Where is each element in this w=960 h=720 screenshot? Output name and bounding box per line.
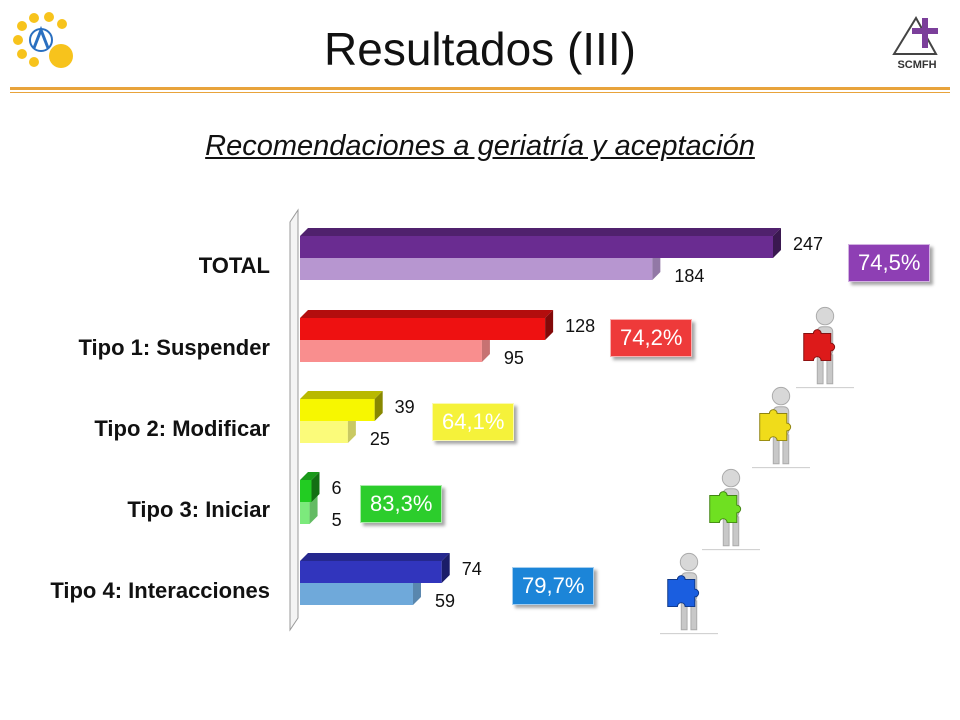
acceptance-percentage-badge: 83,3% <box>360 485 443 523</box>
category-label: Tipo 3: Iniciar <box>127 497 270 522</box>
page-title: Resultados (III) <box>324 23 636 75</box>
bar-series-1-top <box>300 391 383 399</box>
category-label: Tipo 1: Suspender <box>78 335 270 360</box>
person-with-puzzle-icon <box>660 552 718 635</box>
sun-logo-icon <box>13 12 73 68</box>
scmfh-logo-text: SCMFH <box>897 59 936 71</box>
bar-series-1 <box>300 236 774 258</box>
bar-series-1 <box>300 561 442 583</box>
bar-series-1-top <box>300 553 450 561</box>
bar-series-2 <box>300 502 310 524</box>
bar-series-2 <box>300 583 413 605</box>
category-label: Tipo 2: Modificar <box>94 416 270 441</box>
chart-subtitle: Recomendaciones a geriatría y aceptación <box>205 130 755 162</box>
bar-series-1-top <box>300 228 782 236</box>
data-label-series-2: 5 <box>332 510 342 530</box>
data-label-series-1: 247 <box>793 234 823 254</box>
data-label-series-2: 59 <box>435 591 455 611</box>
bar-series-1-side <box>311 472 320 502</box>
data-label-series-2: 184 <box>674 266 704 286</box>
bar-series-1 <box>300 480 312 502</box>
data-label-series-1: 128 <box>565 316 595 336</box>
bar-series-1-top <box>300 310 554 318</box>
bar-series-1-side <box>441 553 450 583</box>
acceptance-percentage-badge: 74,2% <box>610 319 693 357</box>
bar-series-2 <box>300 421 348 443</box>
bar-series-1-side <box>374 391 383 421</box>
bar-series-1-top <box>300 472 320 480</box>
data-label-series-2: 95 <box>504 348 524 368</box>
acceptance-percentage-badge: 79,7% <box>512 567 595 605</box>
data-label-series-1: 74 <box>462 559 482 579</box>
data-label-series-1: 39 <box>395 397 415 417</box>
person-with-puzzle-icon <box>796 306 854 389</box>
bar-series-2 <box>300 258 653 280</box>
header-divider-thin <box>10 92 950 93</box>
data-label-series-1: 6 <box>331 478 341 498</box>
bar-series-2 <box>300 340 482 362</box>
header-divider <box>10 87 950 90</box>
scmfh-logo-icon: SCMFH <box>892 16 938 71</box>
bar-series-1 <box>300 318 546 340</box>
data-label-series-2: 25 <box>370 429 390 449</box>
bar-series-1 <box>300 399 375 421</box>
bar-series-1-side <box>773 228 782 258</box>
category-label: TOTAL <box>199 253 270 278</box>
bar-series-1-side <box>545 310 554 340</box>
axis-wall <box>289 208 299 632</box>
acceptance-percentage-badge: 64,1% <box>432 403 515 441</box>
person-with-puzzle-icon <box>752 386 810 469</box>
acceptance-percentage-badge: 74,5% <box>848 244 931 282</box>
category-label: Tipo 4: Interacciones <box>50 578 270 603</box>
person-with-puzzle-icon <box>702 468 760 551</box>
